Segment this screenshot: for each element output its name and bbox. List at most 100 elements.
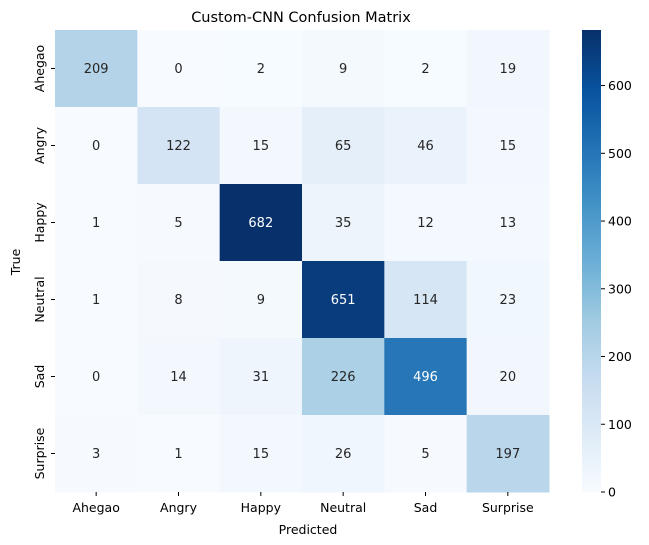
cell-value-label: 12: [417, 216, 434, 231]
heatmap-cell: [466, 30, 550, 108]
cell-value-label: 197: [495, 447, 520, 462]
cell-value-label: 1: [92, 216, 100, 231]
cell-value-label: 8: [174, 293, 182, 308]
colorbar-tick-label: 500: [608, 146, 632, 161]
cell-value-label: 15: [253, 447, 270, 462]
heatmap-cell: [55, 338, 138, 416]
cell-value-label: 5: [421, 447, 429, 462]
colorbar-tick-label: 100: [608, 417, 632, 432]
heatmap-cell: [137, 107, 221, 185]
heatmap-cell: [137, 338, 221, 416]
cell-value-label: 0: [174, 62, 182, 77]
cell-value-label: 1: [92, 293, 100, 308]
colorbar-tick-label: 300: [608, 281, 632, 296]
cell-value-label: 3: [92, 447, 100, 462]
cell-value-label: 2: [421, 62, 429, 77]
colorbar-tick-label: 0: [608, 485, 616, 500]
cell-value-label: 15: [500, 139, 517, 154]
heatmap-cell: [384, 184, 468, 262]
cell-value-label: 19: [500, 62, 517, 77]
cell-value-label: 35: [335, 216, 352, 231]
colorbar-tick-label: 400: [608, 214, 632, 229]
y-tick-label: Sad: [32, 365, 47, 389]
heatmap-cell: [384, 261, 468, 339]
x-tick-label: Angry: [160, 500, 198, 515]
y-tick-labels: Ahegao Angry Happy Neutral Sad Surprise: [32, 45, 55, 479]
cell-value-label: 0: [92, 139, 100, 154]
heatmap-cell: [137, 261, 221, 339]
heatmap-cell: [302, 415, 385, 493]
y-tick-label: Angry: [32, 126, 47, 164]
cell-value-label: 9: [339, 62, 347, 77]
heatmap-cell: [219, 261, 303, 339]
cell-value-label: 1: [174, 447, 182, 462]
heatmap-cell: [302, 338, 385, 416]
heatmap-cell: [219, 415, 303, 493]
heatmap-cell: [55, 30, 138, 108]
cell-value-label: 23: [500, 293, 517, 308]
y-tick-label: Neutral: [32, 276, 47, 322]
cell-value-label: 496: [413, 370, 438, 385]
heatmap-cell: [466, 338, 550, 416]
cell-value-label: 13: [500, 216, 517, 231]
y-tick-label: Surprise: [32, 427, 47, 479]
cell-value-label: 31: [253, 370, 270, 385]
x-tick-label: Sad: [414, 500, 438, 515]
heatmap-cells: 209 0 2 9 2 190 122 15 65 46 151 5 682 35 12 131 8 9 651 11…: [55, 30, 550, 493]
heatmap-cell: [219, 338, 303, 416]
cell-value-label: 682: [248, 216, 273, 231]
heatmap-cell: [219, 107, 303, 185]
x-axis-label: Predicted: [279, 522, 338, 537]
heatmap-cell: [219, 184, 303, 262]
heatmap-cell: [137, 415, 221, 493]
heatmap-cell: [466, 107, 550, 185]
cell-value-label: 226: [331, 370, 356, 385]
heatmap-cell: [302, 261, 385, 339]
heatmap-cell: [137, 184, 221, 262]
cell-value-label: 114: [413, 293, 438, 308]
y-tick-label: Happy: [32, 202, 47, 243]
cell-value-label: 0: [92, 370, 100, 385]
cell-value-label: 46: [417, 139, 434, 154]
chart-title: Custom-CNN Confusion Matrix: [191, 10, 411, 26]
heatmap-cell: [55, 261, 138, 339]
x-tick-label: Happy: [241, 500, 282, 515]
heatmap-cell: [466, 261, 550, 339]
colorbar-tick-label: 600: [608, 78, 632, 93]
colorbar-ticks: 0 100 200 300 400 500 600: [601, 78, 632, 500]
heatmap-cell: [302, 107, 385, 185]
cell-value-label: 20: [500, 370, 517, 385]
x-tick-label: Neutral: [320, 500, 366, 515]
cell-value-label: 9: [257, 293, 265, 308]
heatmap-cell: [55, 415, 138, 493]
cell-value-label: 651: [331, 293, 356, 308]
cell-value-label: 14: [170, 370, 187, 385]
x-tick-label: Surprise: [482, 500, 534, 515]
heatmap-cell: [219, 30, 303, 108]
cell-value-label: 5: [174, 216, 182, 231]
x-tick-label: Ahegao: [72, 500, 119, 515]
heatmap-cell: [55, 184, 138, 262]
heatmap-cell: [302, 184, 385, 262]
heatmap-cell: [384, 107, 468, 185]
x-tick-labels: Ahegao Angry Happy Neutral Sad Surprise: [72, 492, 534, 515]
cell-value-label: 209: [84, 62, 109, 77]
y-tick-label: Ahegao: [32, 45, 47, 92]
cell-value-label: 2: [257, 62, 265, 77]
heatmap-cell: [466, 415, 550, 493]
colorbar: [582, 30, 601, 492]
cell-value-label: 15: [253, 139, 270, 154]
cell-value-label: 26: [335, 447, 352, 462]
cell-value-label: 122: [166, 139, 191, 154]
cell-value-label: 65: [335, 139, 352, 154]
heatmap-cell: [384, 338, 468, 416]
heatmap-cell: [137, 30, 221, 108]
heatmap-cell: [384, 415, 468, 493]
y-axis-label: True: [8, 248, 23, 276]
heatmap-cell: [384, 30, 468, 108]
heatmap-cell: [302, 30, 385, 108]
heatmap-cell: [466, 184, 550, 262]
colorbar-tick-label: 200: [608, 349, 632, 364]
heatmap-cell: [55, 107, 138, 185]
